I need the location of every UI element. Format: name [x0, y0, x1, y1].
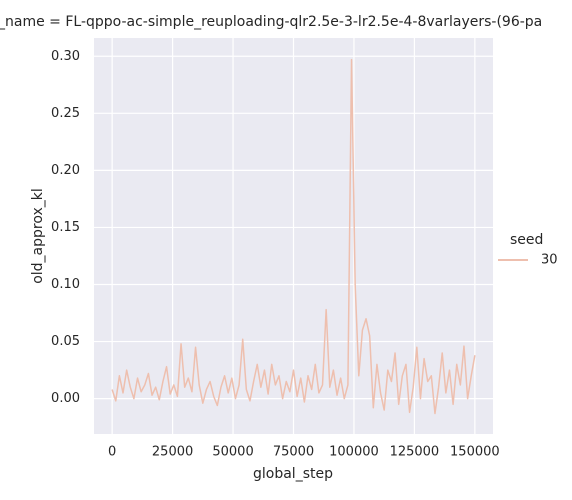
- x-tick-label: 25000: [152, 445, 193, 460]
- x-tick-label: 50000: [212, 445, 253, 460]
- y-tick-label: 0.10: [51, 277, 80, 292]
- x-tick-label: 100000: [329, 445, 379, 460]
- y-tick-label: 0.05: [51, 334, 80, 349]
- x-tick-label: 75000: [273, 445, 314, 460]
- y-tick-label: 0.00: [51, 391, 80, 406]
- y-tick-label: 0.15: [51, 220, 80, 235]
- x-axis-label: global_step: [253, 466, 333, 482]
- chart-title: _name = FL-qppo-ac-simple_reuploading-ql…: [0, 14, 542, 30]
- x-tick-label: 150000: [450, 445, 500, 460]
- legend-title: seed: [510, 232, 543, 248]
- y-tick-label: 0.25: [51, 106, 80, 121]
- y-tick-label: 0.30: [51, 49, 80, 64]
- y-tick-label: 0.20: [51, 163, 80, 178]
- legend-label: 30: [541, 253, 558, 268]
- x-tick-label: 0: [108, 445, 116, 460]
- x-tick-label: 125000: [390, 445, 440, 460]
- y-axis-label: old_approx_kl: [30, 188, 46, 284]
- series-line: [111, 58, 476, 415]
